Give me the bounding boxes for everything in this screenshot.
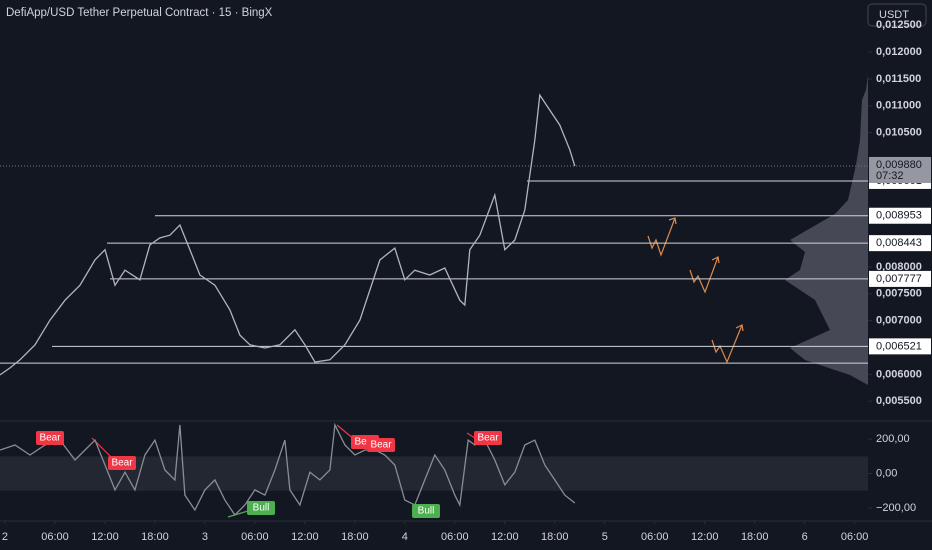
y-tick-label: 0,00 bbox=[876, 467, 897, 479]
level-label-box bbox=[869, 270, 931, 287]
last-price-box bbox=[869, 156, 931, 183]
signal-badge bbox=[474, 431, 502, 445]
x-tick-label: 5 bbox=[602, 531, 608, 543]
currency-button[interactable] bbox=[867, 3, 927, 27]
x-tick-label: 12:00 bbox=[491, 531, 519, 543]
y-tick-label: 0,007000 bbox=[876, 315, 922, 327]
level-label-box bbox=[869, 338, 931, 355]
x-tick-label: 06:00 bbox=[41, 531, 69, 543]
signal-badge bbox=[412, 504, 440, 518]
currency-label[interactable]: USDT bbox=[879, 9, 909, 21]
data-line bbox=[0, 93, 576, 376]
x-tick-label: 06:00 bbox=[241, 531, 269, 543]
x-tick-label: 18:00 bbox=[141, 531, 169, 543]
y-tick-label: 0,011500 bbox=[876, 73, 921, 85]
countdown: 07:32 bbox=[876, 170, 904, 182]
y-tick-label: 0,008000 bbox=[876, 261, 922, 273]
x-tick-label: 18:00 bbox=[741, 531, 769, 543]
level-label: 0,008443 bbox=[876, 237, 922, 249]
y-tick-label: 0,010500 bbox=[876, 127, 922, 139]
x-tick-label: 12:00 bbox=[691, 531, 719, 543]
y-tick-label: −200,00 bbox=[876, 502, 916, 514]
level-label: 0,006521 bbox=[876, 340, 922, 352]
signal-label: Bear bbox=[39, 433, 61, 444]
y-tick-label: 0,012000 bbox=[876, 46, 922, 58]
signal-badge bbox=[36, 431, 64, 445]
x-tick-label: 12:00 bbox=[291, 531, 319, 543]
y-tick-label: 0,007500 bbox=[876, 288, 922, 300]
y-tick-label: 200,00 bbox=[876, 433, 910, 445]
level-label: 0,007777 bbox=[876, 273, 922, 285]
chart-title: DefiApp/USD Tether Perpetual Contract · … bbox=[6, 7, 273, 19]
x-tick-label: 3 bbox=[202, 531, 208, 543]
x-tick-label: 18:00 bbox=[541, 531, 569, 543]
neutral-band bbox=[0, 456, 868, 491]
signal-label: Bear bbox=[477, 433, 499, 444]
y-tick-label: 0,006000 bbox=[876, 368, 922, 380]
level-label: 0,008953 bbox=[876, 210, 922, 222]
signal-label: Bull bbox=[418, 506, 435, 517]
signal-badge bbox=[108, 456, 136, 470]
level-label-box bbox=[869, 207, 931, 224]
y-tick-label: 0,011000 bbox=[876, 100, 921, 112]
x-tick-label: 18:00 bbox=[341, 531, 369, 543]
x-tick-label: 06:00 bbox=[441, 531, 469, 543]
signal-badge bbox=[247, 501, 275, 515]
x-tick-label: 4 bbox=[402, 531, 408, 543]
volume-profile bbox=[785, 75, 868, 385]
x-tick-label: 2 bbox=[2, 531, 8, 543]
x-tick-label: 06:00 bbox=[841, 531, 869, 543]
signal-label: Bear bbox=[111, 458, 133, 469]
x-tick-label: 06:00 bbox=[641, 531, 669, 543]
y-tick-label: 0,012500 bbox=[876, 19, 922, 31]
signal-label: Bear bbox=[354, 437, 376, 448]
x-tick-label: 12:00 bbox=[91, 531, 119, 543]
level-label-box bbox=[869, 235, 931, 252]
signal-label: Bear bbox=[370, 440, 392, 451]
x-tick-label: 6 bbox=[802, 531, 808, 543]
signal-badge bbox=[367, 438, 395, 452]
signal-label: Bull bbox=[253, 503, 270, 514]
y-tick-label: 0,005500 bbox=[876, 395, 922, 407]
last-price-label: 0,009880 bbox=[876, 159, 922, 171]
